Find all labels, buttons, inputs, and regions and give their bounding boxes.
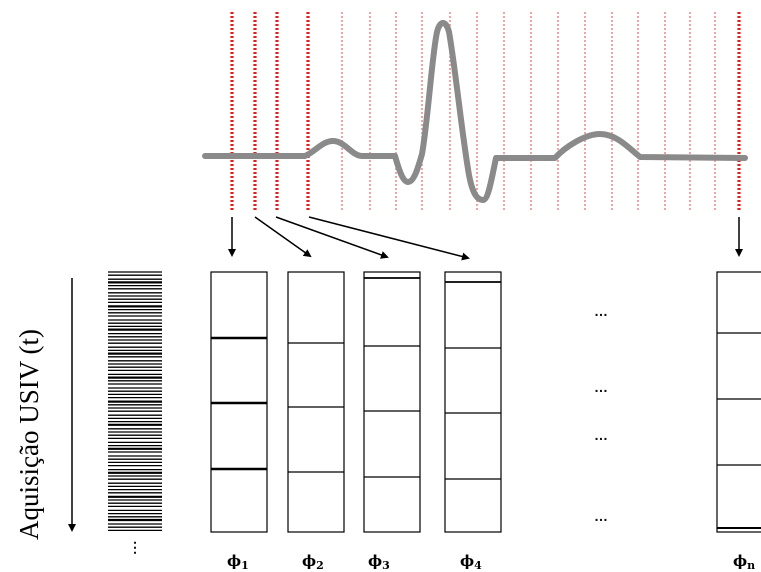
phase-label-3: ϕ3: [368, 552, 390, 572]
ellipsis-mark: …: [594, 427, 608, 443]
sampling-lines: [230, 12, 741, 210]
acquired-frames-stack: [108, 271, 162, 532]
phase-column-3: [363, 271, 421, 533]
barcode-ellipsis: ⋮: [128, 539, 142, 555]
phase-column-1: [210, 271, 268, 533]
ellipsis-mark: …: [594, 303, 608, 319]
phase-label-2: ϕ2: [302, 552, 324, 572]
phase-label-4: ϕ4: [460, 552, 482, 572]
phase-label-n: ϕn: [733, 552, 755, 572]
ellipsis-mark: …: [594, 508, 608, 524]
ecg-waveform: [202, 20, 748, 203]
phase-column-n: [716, 271, 761, 533]
phase-column-2: [287, 271, 345, 533]
phase-arrows: [228, 216, 743, 261]
arrow-phase-4: [308, 216, 470, 261]
ellipsis-mark: …: [594, 379, 608, 395]
phase-label-1: ϕ1: [227, 552, 249, 572]
y-axis-label: Aquisição USIV (t): [14, 329, 44, 540]
arrow-phase-2: [254, 216, 312, 258]
arrow-phase-3: [275, 216, 389, 259]
phase-column-4: [444, 271, 502, 533]
